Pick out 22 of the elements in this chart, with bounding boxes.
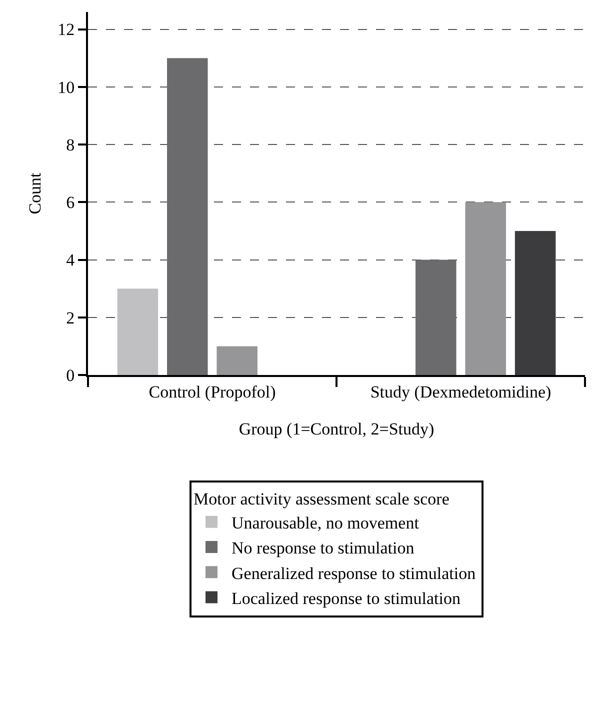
legend-title: Motor activity assessment scale score	[194, 489, 450, 508]
y-tick-label: 0	[66, 366, 75, 385]
bar	[117, 288, 158, 375]
y-tick-label: 4	[66, 250, 76, 270]
y-tick-label: 10	[58, 78, 75, 97]
y-tick-label: 2	[66, 308, 75, 328]
x-tick-label: Study (Dexmedetomidine)	[370, 382, 552, 402]
legend-label: Generalized response to stimulation	[232, 564, 476, 583]
legend-label: Unarousable, no movement	[232, 514, 420, 533]
legend-label: Localized response to stimulation	[232, 588, 461, 608]
y-tick-label: 6	[66, 193, 75, 212]
bar	[465, 202, 506, 375]
legend-label: No response to stimulation	[232, 538, 415, 558]
bar	[216, 346, 258, 375]
y-axis-title: Count	[26, 172, 45, 214]
y-tick-label: 8	[66, 135, 75, 154]
x-tick-label: Control (Propofol)	[148, 382, 276, 402]
bar	[167, 58, 208, 375]
x-axis-title: Group (1=Control, 2=Study)	[238, 419, 434, 438]
bar	[416, 260, 456, 375]
bar	[514, 230, 556, 375]
y-tick-label: 12	[58, 20, 75, 40]
